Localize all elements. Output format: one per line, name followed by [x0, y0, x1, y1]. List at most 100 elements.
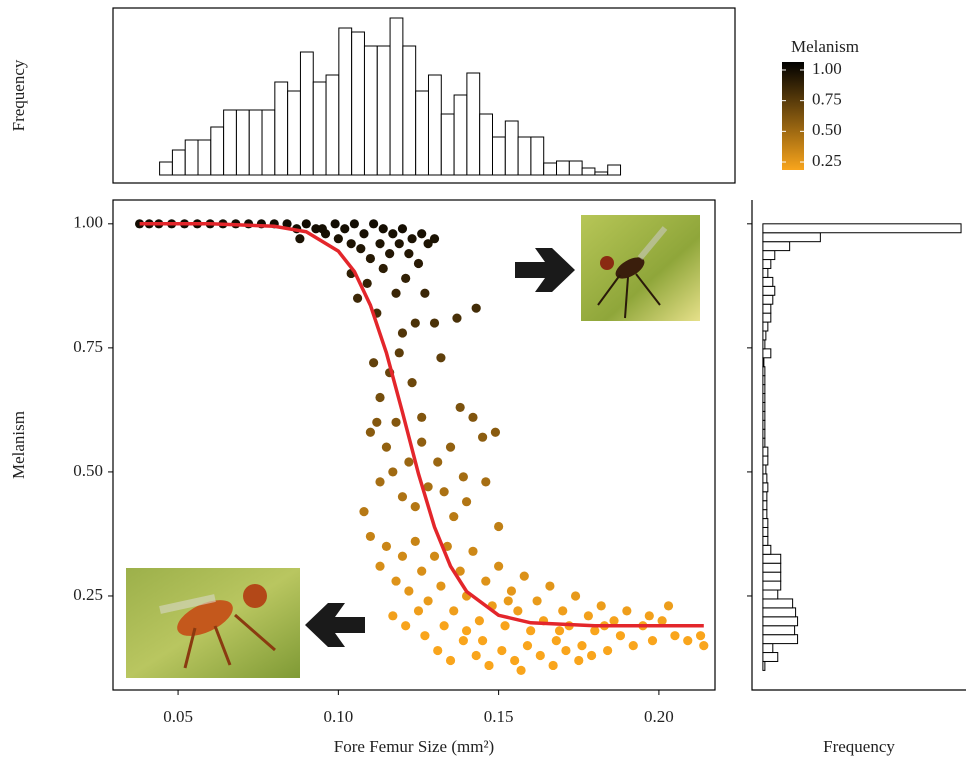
scatter-point: [455, 566, 465, 576]
histogram-bar: [453, 94, 468, 176]
histogram-bar: [762, 580, 782, 591]
scatter-point: [439, 621, 449, 631]
scatter-point: [429, 551, 440, 561]
scatter-point: [352, 293, 363, 303]
histogram-bar: [440, 113, 455, 176]
scatter-point: [381, 541, 392, 551]
scatter-point: [494, 561, 504, 571]
scatter-point: [410, 536, 420, 546]
scatter-point: [388, 229, 398, 239]
scatter-point: [570, 591, 581, 601]
histogram-bar: [762, 366, 766, 377]
y-tick-label: 0.75: [73, 337, 103, 356]
histogram-bar: [491, 136, 506, 176]
histogram-bar: [762, 330, 767, 341]
scatter-point: [423, 596, 433, 606]
histogram-bar: [351, 31, 365, 176]
scatter-point: [391, 576, 401, 586]
scatter-point: [699, 640, 709, 651]
scatter-point: [506, 586, 517, 596]
scatter-point: [359, 507, 369, 517]
scatter-point: [378, 263, 388, 274]
colorbar-label: 0.75: [812, 90, 842, 109]
histogram-bar: [762, 473, 768, 484]
histogram-bar: [762, 482, 769, 493]
histogram-bar: [402, 45, 417, 176]
histogram-bar: [762, 526, 769, 537]
scatter-point: [455, 402, 465, 413]
histogram-bar: [762, 321, 769, 332]
histogram-bar: [762, 375, 766, 386]
histogram-bar: [762, 553, 782, 564]
y-axis-title: Frequency: [9, 59, 28, 131]
scatter-point: [330, 219, 340, 229]
histogram-bar: [197, 139, 212, 176]
histogram-bar: [762, 625, 796, 636]
histogram-bar: [762, 544, 772, 555]
scatter-point: [391, 288, 401, 298]
scatter-point: [577, 640, 587, 651]
histogram-bar: [427, 74, 442, 176]
scatter-point: [670, 631, 680, 641]
scatter-point: [385, 248, 395, 259]
histogram-bar: [762, 419, 766, 430]
scatter-point: [282, 219, 292, 229]
scatter-point: [644, 611, 654, 621]
scatter-point: [554, 626, 565, 636]
histogram-bar: [762, 607, 797, 618]
histogram-bar: [762, 410, 766, 421]
histogram-bar: [762, 303, 772, 314]
y-tick-label: 0.50: [73, 461, 103, 480]
scatter-point: [359, 229, 369, 239]
histogram-bar: [235, 109, 250, 176]
scatter-point: [628, 640, 638, 651]
scatter-point: [375, 239, 385, 249]
scatter-point: [519, 571, 529, 581]
x-tick-label: 0.10: [323, 707, 353, 726]
histogram-bar: [762, 232, 821, 243]
scatter-point: [548, 660, 558, 671]
scatter-point: [369, 358, 379, 368]
histogram-bar: [479, 113, 493, 176]
histogram-bar: [159, 161, 173, 176]
histogram-bar: [762, 393, 766, 403]
scatter-point: [404, 248, 414, 259]
histogram-bar: [312, 81, 327, 176]
scatter-point: [490, 427, 501, 437]
scatter-point: [445, 655, 456, 666]
scatter-point: [474, 616, 484, 626]
colorbar-title: Melanism: [791, 37, 859, 56]
histogram-bar: [762, 660, 766, 671]
scatter-point: [503, 596, 513, 606]
y-tick-label: 0.25: [73, 585, 103, 604]
scatter-point: [526, 626, 536, 636]
histogram-bar: [274, 81, 289, 176]
histogram-bar: [543, 162, 558, 176]
scatter-point: [497, 645, 507, 656]
scatter-point: [404, 586, 414, 596]
histogram-bar: [299, 51, 314, 176]
histogram-bar: [363, 45, 378, 176]
scatter-point: [375, 392, 385, 403]
scatter-point: [596, 601, 606, 611]
scatter-point: [449, 511, 459, 522]
histogram-bar: [762, 384, 766, 395]
scatter-point: [683, 636, 693, 646]
scatter-point: [461, 626, 472, 636]
scatter-point: [695, 631, 706, 641]
histogram-bar: [530, 136, 545, 176]
scatter-point: [615, 631, 626, 641]
histogram-bar: [504, 120, 519, 176]
fit-curve: [139, 222, 704, 628]
scatter-point: [433, 457, 443, 467]
histogram-bar: [762, 357, 765, 368]
colorbar-label: 0.25: [812, 151, 842, 170]
scatter-point: [356, 244, 366, 254]
scatter-point: [494, 521, 504, 532]
colorbar-label: 1.00: [812, 59, 842, 78]
x-axis-title: Fore Femur Size (mm²): [334, 737, 494, 756]
y-axis-title: Melanism: [9, 411, 28, 479]
scatter-point: [647, 636, 658, 646]
histogram-bar: [762, 491, 768, 502]
scatter-point: [622, 606, 632, 616]
